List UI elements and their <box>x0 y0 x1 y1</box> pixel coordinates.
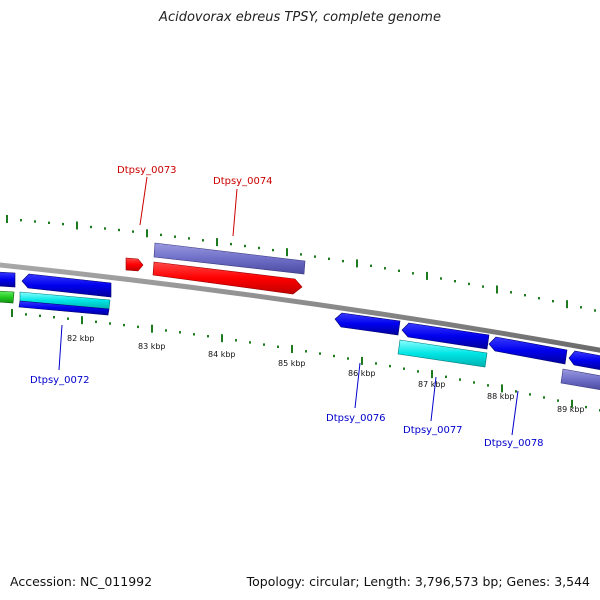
gene-dtpsy-0078[interactable] <box>488 336 568 365</box>
scale-label-83: 83 kbp <box>138 342 166 351</box>
label-dtpsy-0074[interactable]: Dtpsy_0074 <box>213 176 273 187</box>
scale-label-84: 84 kbp <box>208 350 236 359</box>
outer-tick-ring <box>6 215 596 312</box>
gene-fragment-left-blue[interactable] <box>0 271 16 288</box>
label-dtpsy-0076[interactable]: Dtpsy_0076 <box>326 413 386 424</box>
genome-backbone <box>0 262 600 353</box>
gene-dtpsy-0074[interactable] <box>152 261 303 295</box>
scale-label-82: 82 kbp <box>67 334 95 343</box>
leader-dtpsy-0077 <box>430 376 437 422</box>
scale-label-85: 85 kbp <box>278 359 306 368</box>
scale-label-86: 86 kbp <box>348 369 376 378</box>
gene-dtpsy-0072[interactable] <box>21 273 112 298</box>
gene-fragment-left-green[interactable] <box>0 290 15 304</box>
feature-cyan-right[interactable] <box>397 339 488 368</box>
gene-dtpsy-0077[interactable] <box>401 322 490 350</box>
map-title: Acidovorax ebreus TPSY, complete genome <box>159 10 441 25</box>
leader-dtpsy-0073 <box>139 176 148 226</box>
scale-label-87: 87 kbp <box>418 380 446 389</box>
feature-blue-left[interactable] <box>18 300 110 316</box>
leader-dtpsy-0074 <box>232 188 238 237</box>
label-dtpsy-0073[interactable]: Dtpsy_0073 <box>117 165 177 176</box>
label-dtpsy-0078[interactable]: Dtpsy_0078 <box>484 438 544 449</box>
label-dtpsy-0072[interactable]: Dtpsy_0072 <box>30 375 90 386</box>
gene-dtpsy-0073[interactable] <box>125 257 144 272</box>
leader-dtpsy-0078 <box>511 390 519 436</box>
gene-dtpsy-0076[interactable] <box>334 312 401 336</box>
leader-dtpsy-0072 <box>58 324 63 371</box>
feature-purple-right[interactable] <box>560 368 600 390</box>
accession-text: Accession: NC_011992 <box>10 574 153 589</box>
feature-purple-forward[interactable] <box>153 242 306 275</box>
scale-labels: 82 kbp 83 kbp 84 kbp 85 kbp 86 kbp 87 kb… <box>67 334 585 414</box>
leader-dtpsy-0076 <box>354 362 361 409</box>
scale-label-88: 88 kbp <box>487 392 515 401</box>
scale-label-89: 89 kbp <box>557 405 585 414</box>
inner-tick-ring <box>11 309 600 412</box>
topology-text: Topology: circular; Length: 3,796,573 bp… <box>246 574 590 589</box>
label-dtpsy-0077[interactable]: Dtpsy_0077 <box>403 425 463 436</box>
gene-fragment-right-blue[interactable] <box>568 350 600 370</box>
